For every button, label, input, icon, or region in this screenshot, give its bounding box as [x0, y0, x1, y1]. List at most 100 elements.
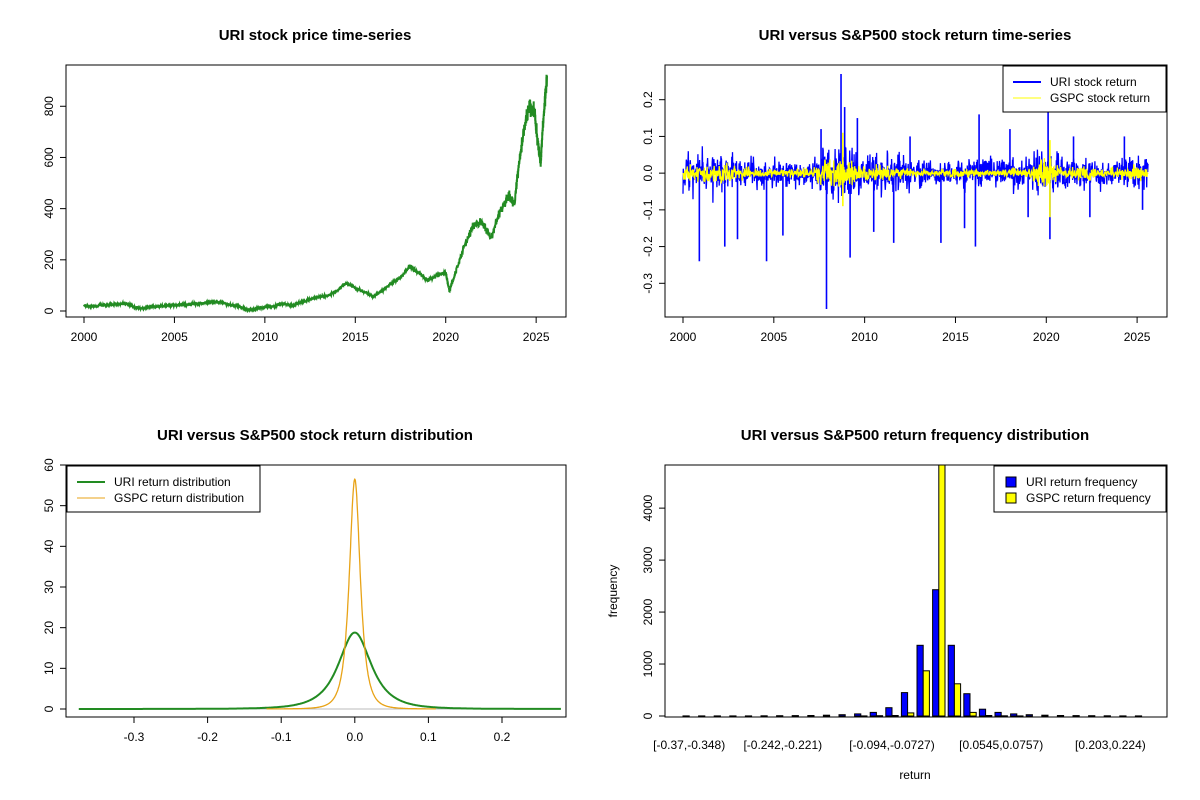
- uri-freq-bar: [900, 692, 909, 717]
- x-tick-label: -0.3: [124, 730, 145, 744]
- legend-label: URI stock return: [1050, 75, 1137, 89]
- y-tick-label: -0.3: [641, 273, 655, 294]
- legend-label: URI return frequency: [1026, 475, 1137, 489]
- uri-freq-bar: [838, 714, 846, 717]
- uri-freq-bar: [1056, 715, 1065, 717]
- y-tick-label: 200: [42, 249, 56, 269]
- y-tick-label: -0.1: [641, 199, 655, 220]
- x-tick-label: -0.2: [197, 730, 218, 744]
- x-tick-label: [0.203,0.224): [1075, 738, 1146, 752]
- gspc-freq-bar: [985, 715, 993, 717]
- legend-box: [993, 465, 1167, 513]
- x-tick-label: 0.0: [346, 730, 363, 744]
- uri-freq-bar: [1041, 714, 1049, 717]
- return-density-panel: URI versus S&P500 stock return distribut…: [42, 427, 567, 744]
- x-tick-label: 2000: [71, 330, 98, 344]
- uri-freq-bar: [1025, 714, 1033, 717]
- uri-freq-bar: [978, 708, 987, 717]
- uri-freq-bar: [854, 713, 862, 717]
- x-tick-label: 0.1: [420, 730, 437, 744]
- uri-freq-bar: [822, 714, 831, 717]
- x-tick-label: 0.2: [494, 730, 511, 744]
- x-tick-label: [-0.37,-0.348): [653, 738, 725, 752]
- gspc-return-line: [682, 158, 1149, 187]
- x-tick-label: [-0.094,-0.0727): [849, 738, 934, 752]
- gspc-freq-bar: [969, 711, 977, 717]
- uri-freq-bar: [932, 589, 940, 717]
- plot-frame: [65, 64, 567, 318]
- y-tick-label: -0.2: [641, 236, 655, 257]
- return-timeseries-panel: URI versus S&P500 stock return time-seri…: [641, 27, 1168, 344]
- y-tick-label: 20: [42, 621, 56, 635]
- gspc-freq-bar: [938, 464, 946, 717]
- y-tick-label: 600: [42, 147, 56, 167]
- y-tick-label: 0: [42, 307, 56, 314]
- legend-label: GSPC stock return: [1050, 91, 1150, 105]
- y-tick-label: 50: [42, 499, 56, 513]
- chart-title: URI stock price time-series: [219, 27, 412, 44]
- y-tick-label: 10: [42, 661, 56, 675]
- plot-frame: [664, 64, 1168, 318]
- x-tick-label: [-0.242,-0.221): [743, 738, 822, 752]
- x-tick-label: 2015: [942, 330, 969, 344]
- gspc-freq-bar: [953, 683, 962, 717]
- price-line: [83, 74, 548, 314]
- chart-title: URI versus S&P500 stock return time-seri…: [759, 27, 1072, 44]
- chart-title: URI versus S&P500 return frequency distr…: [741, 427, 1089, 444]
- plot-frame: [664, 464, 1168, 718]
- y-tick-label: 800: [42, 96, 56, 116]
- y-tick-label: 0: [42, 705, 56, 712]
- legend-box: [1002, 65, 1167, 113]
- uri-freq-bar: [885, 707, 893, 717]
- legend-label: GSPC return distribution: [114, 491, 244, 505]
- uri-density-line: [78, 631, 561, 710]
- x-tick-label: 2025: [523, 330, 550, 344]
- x-axis-label: return: [899, 768, 930, 782]
- x-tick-label: 2005: [161, 330, 188, 344]
- uri-freq-bar: [963, 693, 971, 717]
- x-tick-label: 2010: [851, 330, 878, 344]
- x-tick-label: 2020: [432, 330, 459, 344]
- legend-swatch: [1005, 492, 1017, 504]
- y-tick-label: 0: [641, 712, 655, 719]
- chart-title: URI versus S&P500 stock return distribut…: [157, 427, 473, 444]
- x-tick-label: -0.1: [271, 730, 292, 744]
- y-tick-label: 1000: [641, 650, 655, 677]
- y-tick-label: 60: [42, 458, 56, 472]
- gspc-density-line: [266, 478, 436, 710]
- y-tick-label: 0.2: [641, 91, 655, 108]
- x-tick-label: 2000: [670, 330, 697, 344]
- uri-freq-bar: [807, 715, 815, 717]
- return-histogram-panel: URI versus S&P500 return frequency distr…: [606, 427, 1168, 782]
- y-tick-label: 2000: [641, 598, 655, 625]
- y-tick-label: 4000: [641, 494, 655, 521]
- legend-swatch: [1005, 476, 1017, 488]
- uri-freq-bar: [916, 644, 924, 717]
- plot-frame: [65, 464, 567, 718]
- y-tick-label: 40: [42, 539, 56, 553]
- x-tick-label: 2005: [760, 330, 787, 344]
- uri-freq-bar: [869, 711, 877, 717]
- y-tick-label: 30: [42, 580, 56, 594]
- uri-freq-bar: [994, 711, 1002, 717]
- y-tick-label: 0.0: [641, 164, 655, 181]
- y-tick-label: 0.1: [641, 128, 655, 145]
- x-tick-label: 2020: [1033, 330, 1060, 344]
- legend-label: URI return distribution: [114, 475, 231, 489]
- x-tick-label: 2010: [252, 330, 279, 344]
- gspc-freq-bar: [907, 712, 915, 717]
- uri-freq-bar: [947, 644, 955, 717]
- y-tick-label: 3000: [641, 546, 655, 573]
- gspc-freq-bar: [922, 670, 930, 717]
- x-tick-label: [0.0545,0.0757): [959, 738, 1043, 752]
- uri-freq-bar: [1010, 713, 1018, 717]
- y-tick-label: 400: [42, 198, 56, 218]
- x-tick-label: 2015: [342, 330, 369, 344]
- legend-label: GSPC return frequency: [1026, 491, 1151, 505]
- gspc-freq-bar: [891, 715, 899, 717]
- x-tick-label: 2025: [1124, 330, 1151, 344]
- y-axis-label: frequency: [606, 565, 620, 618]
- legend-box: [66, 465, 261, 513]
